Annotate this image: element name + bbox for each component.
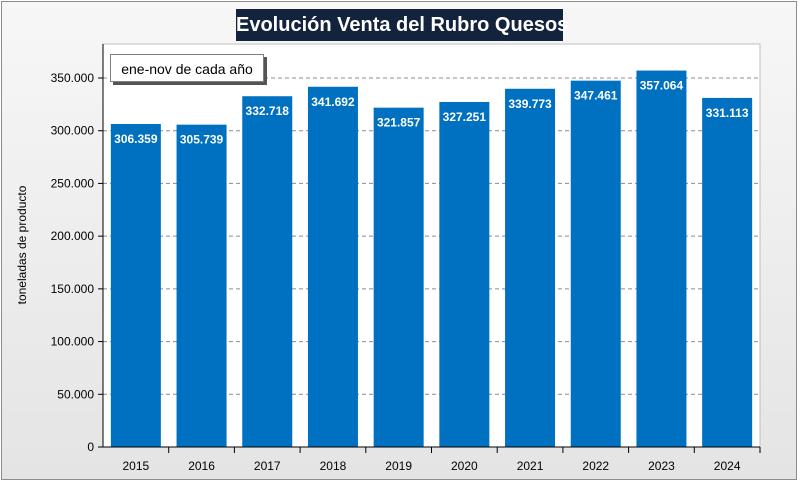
- period-annotation: ene-nov de cada año: [110, 54, 264, 82]
- x-tick-label: 2020: [451, 459, 478, 473]
- bar-value-label: 341.692: [311, 95, 355, 109]
- y-axis-title: toneladas de producto: [15, 185, 29, 304]
- bar-value-label: 306.359: [114, 132, 158, 146]
- bar-value-label: 321.857: [377, 116, 421, 130]
- x-tick-label: 2017: [254, 459, 281, 473]
- bar: [702, 97, 753, 447]
- x-tick-label: 2018: [320, 459, 347, 473]
- bar-value-label: 305.739: [180, 133, 224, 147]
- bar: [636, 70, 687, 448]
- x-tick-label: 2019: [385, 459, 412, 473]
- bar-value-label: 357.064: [640, 79, 684, 93]
- bar: [176, 124, 227, 447]
- bar-value-label: 331.113: [706, 106, 749, 120]
- bar: [439, 101, 490, 447]
- x-tick-label: 2016: [188, 459, 215, 473]
- y-tick-label: 350.000: [51, 71, 95, 85]
- y-tick-label: 150.000: [51, 282, 95, 296]
- bar: [242, 96, 293, 448]
- bar: [110, 124, 161, 448]
- x-tick-label: 2023: [648, 459, 675, 473]
- x-tick-label: 2024: [714, 459, 741, 473]
- bar-value-label: 347.461: [574, 89, 618, 103]
- y-tick-label: 250.000: [51, 176, 95, 190]
- y-tick-label: 300.000: [51, 124, 95, 138]
- bar-value-label: 327.251: [443, 110, 487, 124]
- y-tick-label: 0: [87, 440, 94, 454]
- bar-value-label: 339.773: [508, 97, 552, 111]
- bar: [373, 107, 424, 447]
- bar: [505, 88, 556, 448]
- x-tick-label: 2022: [582, 459, 609, 473]
- y-tick-label: 200.000: [51, 229, 95, 243]
- x-tick-label: 2015: [122, 459, 149, 473]
- bar-value-label: 332.718: [246, 104, 290, 118]
- x-tick-label: 2021: [517, 459, 544, 473]
- bar: [307, 86, 358, 447]
- chart-title: Evolución Venta del Rubro Quesos: [236, 9, 568, 41]
- bar: [570, 80, 621, 448]
- y-tick-label: 50.000: [57, 387, 94, 401]
- y-tick-label: 100.000: [51, 335, 95, 349]
